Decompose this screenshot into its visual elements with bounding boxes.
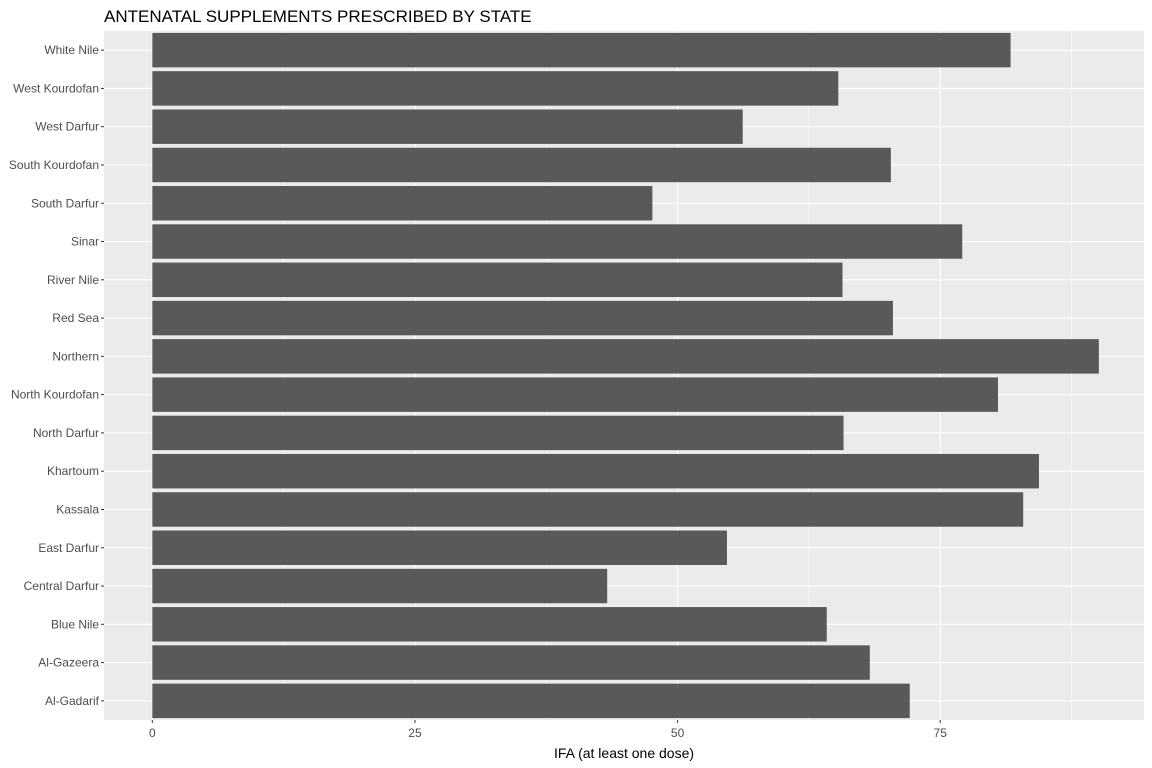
bar bbox=[152, 645, 870, 680]
x-tick-label: 0 bbox=[149, 726, 156, 740]
y-tick-label: Al-Gadarif bbox=[45, 694, 100, 708]
bar bbox=[152, 262, 843, 298]
y-tick-label: West Kourdofan bbox=[13, 81, 99, 95]
bar bbox=[152, 71, 839, 106]
y-tick-label: Central Darfur bbox=[24, 579, 99, 593]
y-tick-label: East Darfur bbox=[38, 541, 99, 555]
bar bbox=[152, 147, 891, 183]
y-tick-label: Northern bbox=[52, 349, 99, 363]
x-tick-label: 25 bbox=[408, 726, 422, 740]
y-axis: Al-Gadarif Al-Gazeera Blue Nile Central Dar… bbox=[9, 43, 104, 708]
y-tick-label: Blue Nile bbox=[51, 617, 99, 631]
x-axis-title: IFA (at least one dose) bbox=[554, 745, 694, 761]
bar bbox=[152, 683, 910, 719]
bar bbox=[152, 530, 727, 565]
bar bbox=[152, 607, 827, 642]
bar bbox=[152, 224, 963, 259]
plot-panel bbox=[104, 31, 1144, 720]
y-tick-label: South Kourdofan bbox=[9, 158, 99, 172]
y-tick-label: Al-Gazeera bbox=[38, 656, 99, 670]
bar bbox=[152, 453, 1039, 489]
y-tick-label: Sinar bbox=[71, 235, 99, 249]
bar bbox=[152, 568, 608, 604]
bars-group bbox=[152, 32, 1099, 719]
bar bbox=[152, 300, 893, 336]
y-tick-label: River Nile bbox=[47, 273, 99, 287]
y-tick-label: North Kourdofan bbox=[11, 388, 99, 402]
x-axis: 0 25 50 75 bbox=[149, 720, 947, 740]
bar bbox=[152, 109, 743, 144]
x-tick-label: 50 bbox=[671, 726, 685, 740]
bar bbox=[152, 32, 1011, 68]
bar bbox=[152, 186, 653, 221]
y-tick-label: Khartoum bbox=[47, 464, 99, 478]
bar bbox=[152, 415, 844, 451]
bar bbox=[152, 339, 1099, 374]
y-tick-label: South Darfur bbox=[31, 196, 99, 210]
y-tick-label: West Darfur bbox=[35, 120, 99, 134]
y-tick-label: North Darfur bbox=[33, 426, 99, 440]
bar bbox=[152, 377, 998, 412]
chart-title: ANTENATAL SUPPLEMENTS PRESCRIBED BY STAT… bbox=[104, 7, 532, 26]
y-tick-label: Red Sea bbox=[52, 311, 99, 325]
y-tick-label: Kassala bbox=[56, 502, 99, 516]
minor-gridlines bbox=[283, 31, 1072, 720]
bar bbox=[152, 492, 1024, 527]
y-tick-label: White Nile bbox=[44, 43, 99, 57]
x-tick-label: 75 bbox=[934, 726, 948, 740]
